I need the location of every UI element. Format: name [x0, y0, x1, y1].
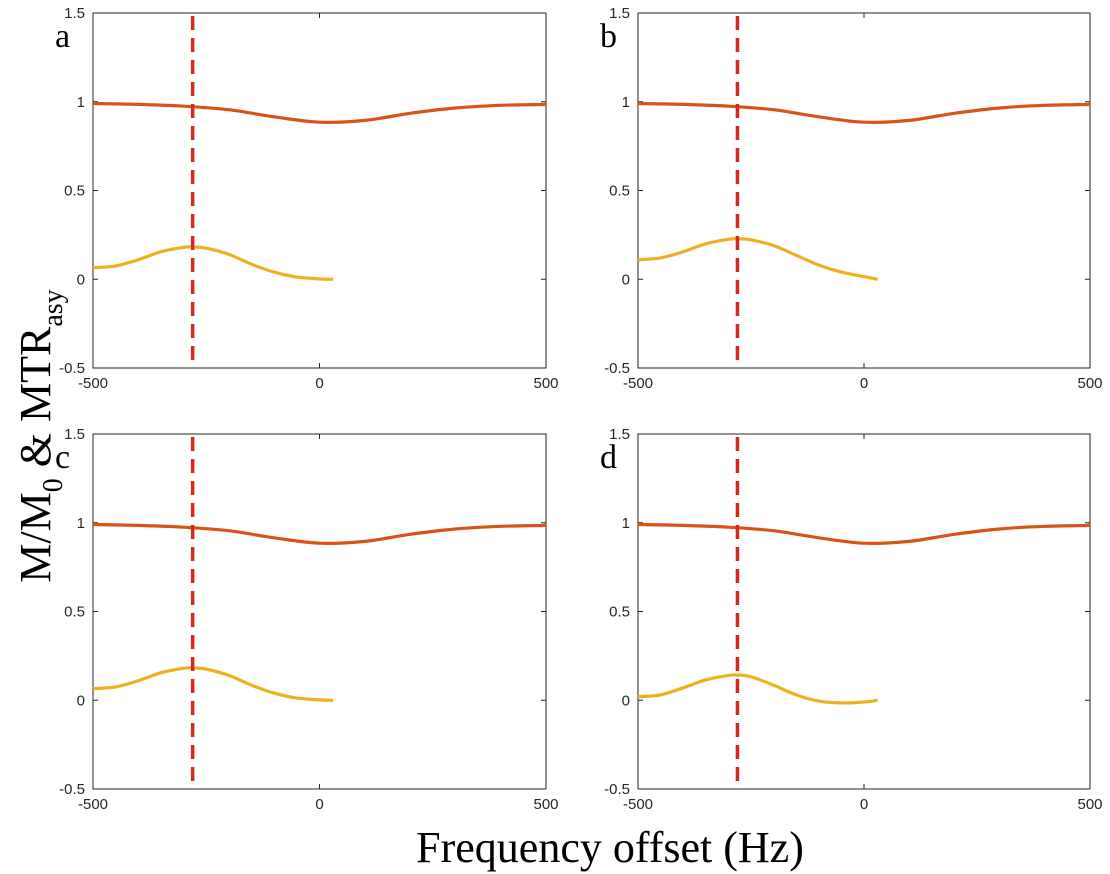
y-tick-label: 1	[77, 515, 85, 532]
y-tick-label: -0.5	[59, 781, 85, 798]
axes-box	[92, 433, 547, 790]
z-spectrum-line	[92, 101, 547, 124]
y-axis-title: M/M0 & MTRasy	[11, 289, 69, 582]
y-tick-label: 0	[77, 692, 85, 709]
y-tick-label: 0.5	[609, 183, 630, 200]
axes-box	[637, 433, 1091, 790]
x-axis-title: Frequency offset (Hz)	[416, 823, 804, 872]
x-tick-label: -500	[623, 796, 653, 813]
y-tick-label: 0.5	[609, 604, 630, 621]
panel-label: c	[55, 439, 70, 476]
z-spectrum-line	[637, 101, 1091, 124]
x-tick-label: 500	[533, 796, 558, 813]
y-axis-title-part2: & MTR	[11, 326, 60, 478]
y-tick-label: 1.5	[609, 426, 630, 443]
x-tick-label: 500	[533, 375, 558, 392]
panel-a: -0.5 0 0.5 1 1.5 -500 0 500 a	[55, 5, 559, 392]
y-tick-label: 1.5	[609, 5, 630, 22]
axes-box	[637, 12, 1091, 369]
y-axis-title-sub2: asy	[38, 289, 69, 326]
x-tick-label: 0	[315, 796, 323, 813]
panel-label: a	[55, 18, 70, 55]
panel-d: -0.5 0 0.5 1 1.5 -500 0 500 d	[600, 426, 1103, 813]
x-tick-label: -500	[623, 375, 653, 392]
y-tick-label: 0	[622, 271, 630, 288]
panel-label: b	[600, 18, 617, 55]
y-tick-label: 1.5	[64, 426, 85, 443]
y-tick-label: 1	[622, 515, 630, 532]
x-tick-label: 500	[1077, 375, 1102, 392]
axes-box	[92, 12, 547, 369]
y-tick-label: 0	[622, 692, 630, 709]
x-tick-label: 500	[1077, 796, 1102, 813]
x-tick-label: 0	[860, 375, 868, 392]
panel-b: -0.5 0 0.5 1 1.5 -500 0 500 b	[600, 5, 1103, 392]
y-tick-label: 0	[77, 271, 85, 288]
y-axis-title-sub1: 0	[38, 478, 69, 492]
mtr-asy-line	[92, 245, 334, 281]
panel-label: d	[600, 439, 617, 476]
y-axis-title-part1: M/M	[11, 492, 60, 582]
y-tick-label: -0.5	[604, 360, 630, 377]
y-tick-label: 1	[77, 94, 85, 111]
x-tick-label: 0	[860, 796, 868, 813]
mtr-asy-line	[92, 666, 334, 702]
y-tick-label: -0.5	[59, 360, 85, 377]
mtr-asy-line	[637, 673, 878, 705]
x-tick-label: 0	[315, 375, 323, 392]
y-tick-label: 0.5	[64, 604, 85, 621]
mtr-asy-line	[637, 237, 878, 281]
y-tick-label: -0.5	[604, 781, 630, 798]
y-tick-label: 0.5	[64, 183, 85, 200]
z-spectrum-line	[637, 522, 1091, 545]
svg-text:M/M0 & MTRasy: M/M0 & MTRasy	[11, 289, 69, 582]
panel-c: -0.5 0 0.5 1 1.5 -500 0 500 c	[55, 426, 559, 813]
z-spectrum-line	[92, 522, 547, 545]
y-tick-label: 1.5	[64, 5, 85, 22]
y-tick-label: 1	[622, 94, 630, 111]
x-tick-label: -500	[78, 375, 108, 392]
panels: -0.5 0 0.5 1 1.5 -500 0 500 a -0.5 0 0.5 1 1.5 -500 0 50…	[55, 5, 1103, 813]
x-tick-label: -500	[78, 796, 108, 813]
